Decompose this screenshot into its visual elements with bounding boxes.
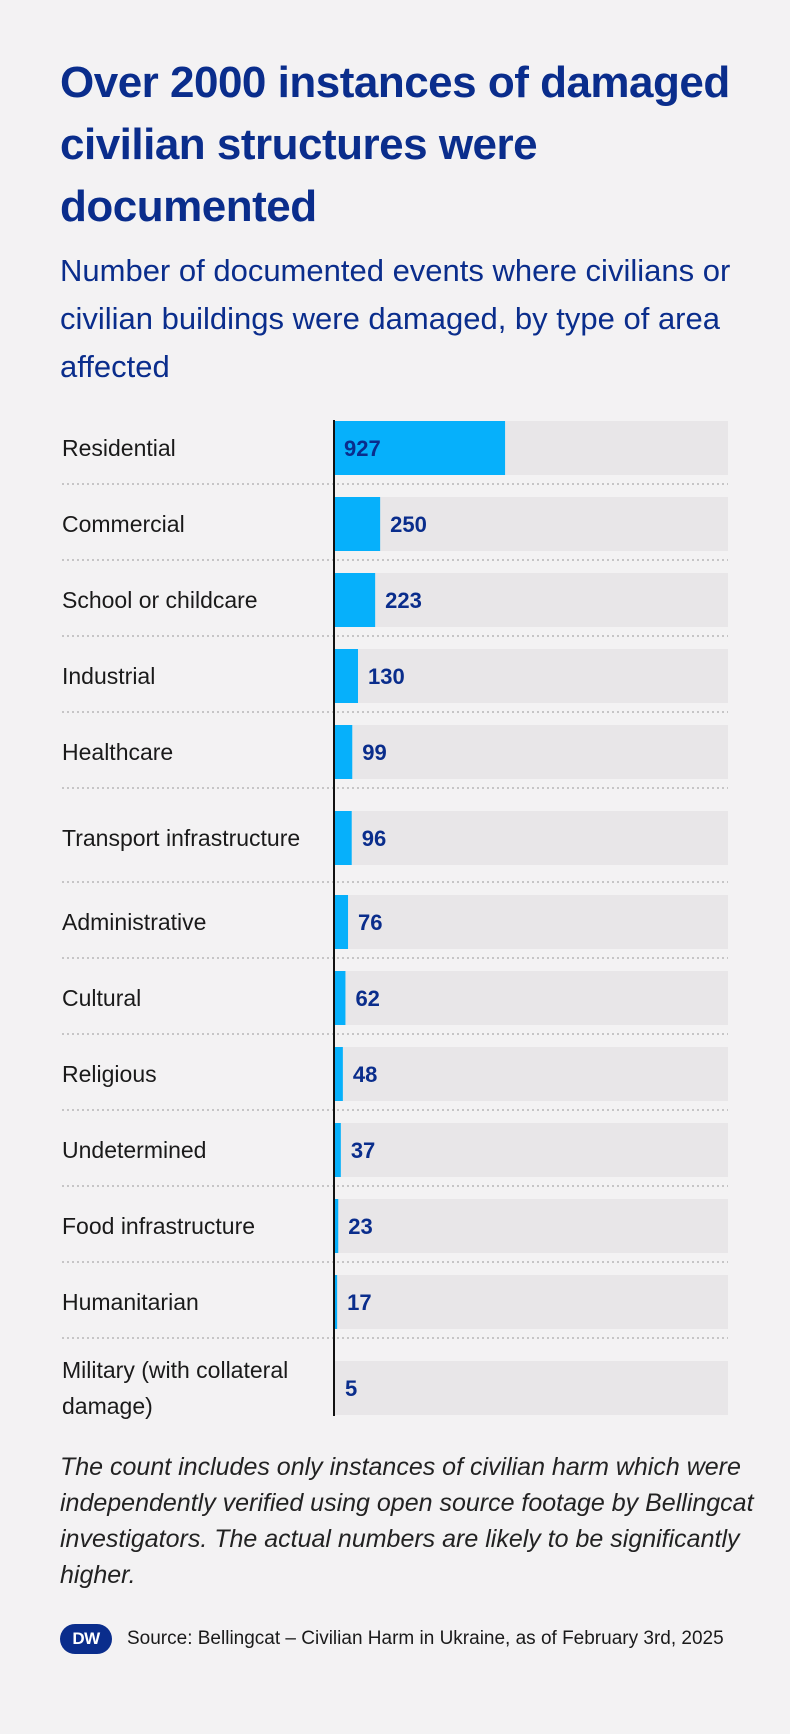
value-label: 76 (358, 910, 382, 935)
bar-track (334, 1275, 728, 1329)
bar-track (334, 573, 728, 627)
source-note: Source: Bellingcat – Civilian Harm in Uk… (127, 1628, 724, 1649)
category-label: Industrial (62, 663, 155, 689)
value-label: 62 (355, 986, 379, 1011)
bar (334, 725, 353, 779)
category-label: Religious (62, 1061, 157, 1087)
bar (334, 895, 349, 949)
value-label: 5 (345, 1376, 357, 1401)
value-label: 250 (390, 512, 427, 537)
footnote: The count includes only instances of civ… (60, 1453, 754, 1589)
bar-chart: Residential 927 Commercial 250 School or chi… (62, 420, 728, 1419)
bar-track (334, 1123, 728, 1177)
bar (334, 971, 346, 1025)
bar (334, 421, 506, 475)
value-label: 99 (362, 740, 386, 765)
category-label: Administrative (62, 909, 206, 935)
value-label: 23 (348, 1214, 372, 1239)
bar-track (334, 895, 728, 949)
bar (334, 1199, 339, 1253)
bar (334, 1123, 341, 1177)
bar (334, 811, 352, 865)
bar-track (334, 811, 728, 865)
category-label: Commercial (62, 511, 185, 537)
bar-track (334, 1047, 728, 1101)
value-label: 223 (385, 588, 422, 613)
value-label: 96 (362, 826, 386, 851)
value-label: 130 (368, 664, 405, 689)
bar-track (334, 497, 728, 551)
bar (334, 649, 358, 703)
category-label: Transport infrastructure (62, 825, 300, 851)
category-label: Residential (62, 435, 176, 461)
bar (334, 497, 381, 551)
category-label: Food infrastructure (62, 1213, 255, 1239)
chart-title: Over 2000 instances of damaged civilian … (60, 58, 730, 231)
bar-track (334, 1199, 728, 1253)
category-label: Healthcare (62, 739, 173, 765)
bar-track (334, 649, 728, 703)
chart-subtitle: Number of documented events where civili… (60, 253, 731, 384)
category-label: School or childcare (62, 587, 258, 613)
value-label: 17 (347, 1290, 371, 1315)
category-label: Undetermined (62, 1137, 206, 1163)
category-label: Cultural (62, 985, 141, 1011)
bar (334, 573, 376, 627)
value-label: 37 (351, 1138, 375, 1163)
category-label: Humanitarian (62, 1289, 199, 1315)
category-label: Military (with collateral damage) (62, 1357, 288, 1419)
value-label: 48 (353, 1062, 377, 1087)
logo-text: DW (72, 1629, 100, 1648)
bar (334, 1047, 343, 1101)
dw-logo-icon: DW (60, 1624, 112, 1654)
bar-track (334, 725, 728, 779)
bar-track (334, 1361, 728, 1415)
value-label: 927 (344, 436, 381, 461)
bar (334, 1275, 338, 1329)
bar-track (334, 971, 728, 1025)
